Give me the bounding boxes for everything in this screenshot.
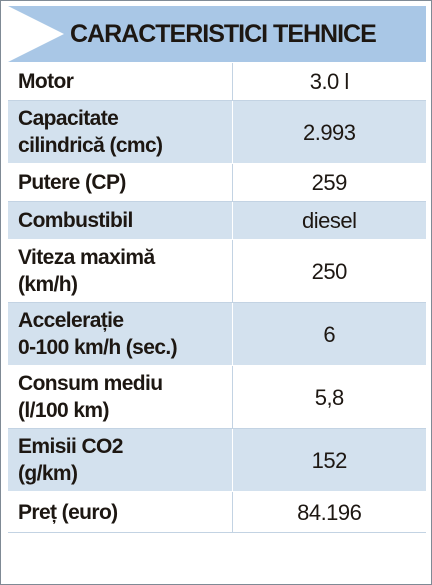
spec-row-fuel: Combustibil diesel	[8, 201, 426, 240]
spec-row-emissions: Emisii CO2 (g/km) 152	[8, 428, 426, 492]
spec-row-acceleration: Accelerație 0-100 km/h (sec.) 6	[8, 302, 426, 366]
spec-value: 3.0 l	[232, 63, 426, 101]
spec-label: Emisii CO2 (g/km)	[8, 428, 233, 492]
header-bar: CARACTERISTICI TEHNICE	[8, 6, 426, 62]
spec-label: Consum mediu (l/100 km)	[8, 365, 233, 429]
spec-label: Putere (CP)	[8, 163, 233, 202]
spec-value: 152	[232, 428, 426, 492]
spec-label: Preț (euro)	[8, 491, 233, 533]
spec-value: 5,8	[232, 365, 426, 429]
chevron-right-icon	[8, 6, 64, 62]
specs-table: Motor 3.0 l Capacitate cilindrică (cmc) 2…	[8, 63, 426, 533]
spec-row-price: Preț (euro) 84.196	[8, 491, 426, 533]
spec-value: 259	[232, 163, 426, 202]
spec-row-top-speed: Viteza maximă (km/h) 250	[8, 239, 426, 303]
spec-row-capacity: Capacitate cilindrică (cmc) 2.993	[8, 100, 426, 164]
spec-row-consumption: Consum mediu (l/100 km) 5,8	[8, 365, 426, 429]
spec-label: Accelerație 0-100 km/h (sec.)	[8, 302, 233, 366]
spec-row-power: Putere (CP) 259	[8, 163, 426, 202]
spec-label: Viteza maximă (km/h)	[8, 239, 233, 303]
spec-label: Combustibil	[8, 201, 233, 240]
spec-label: Motor	[8, 63, 233, 101]
page-title: CARACTERISTICI TEHNICE	[70, 20, 377, 48]
spec-row-motor: Motor 3.0 l	[8, 63, 426, 101]
spec-value: 84.196	[232, 491, 426, 533]
spec-label: Capacitate cilindrică (cmc)	[8, 100, 233, 164]
spec-value: 6	[232, 302, 426, 366]
spec-value: 250	[232, 239, 426, 303]
spec-value: 2.993	[232, 100, 426, 164]
spec-value: diesel	[232, 201, 426, 240]
